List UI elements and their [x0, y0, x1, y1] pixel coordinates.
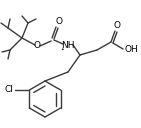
Text: OH: OH: [124, 45, 138, 55]
Text: NH: NH: [61, 40, 75, 50]
Text: O: O: [114, 20, 121, 29]
Text: O: O: [34, 41, 40, 51]
Text: O: O: [56, 17, 62, 25]
Text: Cl: Cl: [5, 86, 13, 94]
Text: •: •: [60, 46, 64, 51]
